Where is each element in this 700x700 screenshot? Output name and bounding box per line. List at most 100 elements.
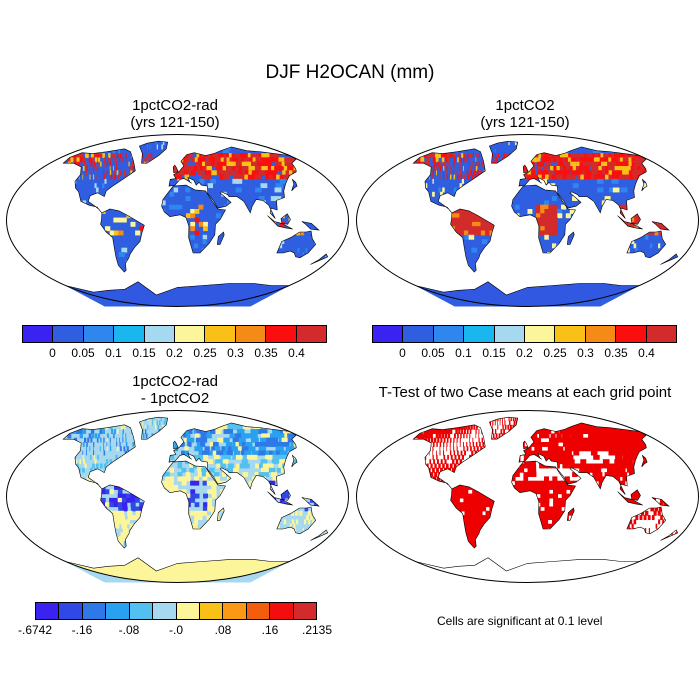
grid-cell — [125, 433, 127, 439]
grid-cell — [455, 213, 460, 219]
grid-cell — [557, 153, 563, 158]
grid-cell — [90, 437, 93, 443]
grid-cell — [194, 230, 200, 236]
grid-cell — [553, 489, 558, 495]
grid-cell — [539, 433, 544, 439]
grid-cell — [489, 502, 495, 508]
grid-cell — [459, 221, 465, 227]
grid-cell — [280, 221, 285, 227]
grid-cell — [212, 157, 218, 163]
grid-cell — [610, 161, 619, 167]
grid-cell — [497, 420, 498, 426]
grid-cell — [611, 433, 620, 439]
grid-cell — [458, 153, 461, 158]
grid-cell — [231, 446, 238, 452]
grid-cell — [196, 153, 202, 158]
grid-cell — [149, 420, 151, 426]
grid-cell — [584, 446, 592, 452]
grid-cell — [433, 459, 435, 465]
grid-cell — [232, 454, 239, 460]
grid-cell — [440, 161, 443, 167]
grid-cell — [426, 157, 430, 163]
grid-cell — [105, 226, 111, 232]
grid-cell — [472, 217, 477, 223]
grid-cell — [544, 209, 550, 214]
grid-cell — [164, 417, 167, 422]
grid-cell — [569, 209, 575, 214]
grid-cell — [225, 454, 231, 460]
grid-cell — [142, 429, 144, 434]
grid-cell — [561, 437, 567, 443]
grid-cell — [663, 502, 668, 508]
grid-cell — [186, 433, 191, 439]
grid-cell — [277, 523, 280, 529]
grid-cell — [467, 497, 473, 503]
grid-cell — [76, 153, 81, 158]
grid-cell — [514, 204, 520, 210]
grid-cell — [106, 442, 108, 447]
grid-cell — [580, 459, 587, 465]
grid-cell — [540, 213, 546, 219]
grid-cell — [584, 170, 592, 176]
grid-cell — [261, 153, 271, 158]
grid-cell — [82, 454, 84, 460]
grid-cell — [574, 170, 581, 176]
grid-cell — [658, 243, 661, 249]
grid-cell — [624, 463, 632, 469]
grid-cell — [232, 178, 239, 184]
grid-cell — [556, 480, 562, 486]
grid-cell — [437, 437, 440, 443]
grid-cell — [633, 213, 640, 219]
grid-cell — [219, 459, 225, 465]
grid-cell — [198, 450, 204, 456]
grid-cell — [91, 433, 95, 439]
grid-cell — [592, 148, 602, 154]
grid-cell — [548, 213, 554, 219]
grid-cell — [202, 510, 208, 516]
grid-cell — [671, 532, 673, 538]
grid-cell — [478, 153, 480, 158]
grid-cell — [459, 170, 462, 176]
grid-cell — [570, 437, 577, 443]
grid-cell — [109, 161, 111, 167]
grid-cell — [446, 166, 448, 171]
grid-cell — [459, 442, 461, 447]
grid-cell — [190, 510, 195, 516]
grid-cell — [569, 459, 575, 465]
grid-cell — [271, 459, 279, 465]
grid-cell — [130, 497, 136, 503]
map-border — [6, 134, 349, 307]
grid-cell — [87, 417, 94, 422]
grid-cell — [194, 515, 199, 520]
grid-cell — [454, 433, 456, 439]
grid-cell — [639, 515, 643, 520]
grid-cell — [99, 153, 103, 158]
grid-cell — [463, 497, 469, 503]
grid-cell — [561, 489, 567, 495]
grid-cell — [89, 446, 91, 452]
grid-cell — [103, 450, 106, 456]
grid-cell — [471, 174, 474, 180]
grid-cell — [113, 166, 114, 171]
grid-cell — [78, 174, 80, 180]
grid-cell — [531, 174, 536, 180]
grid-cell — [117, 502, 123, 508]
grid-cell — [484, 226, 490, 232]
grid-cell — [622, 476, 629, 482]
grid-cell — [197, 170, 203, 176]
grid-cell — [478, 519, 484, 525]
grid-cell — [544, 204, 550, 210]
grid-cell — [540, 209, 546, 214]
grid-cell — [225, 467, 231, 473]
grid-cell — [122, 506, 128, 512]
grid-cell — [195, 161, 201, 167]
grid-cell — [215, 157, 221, 163]
grid-cell — [663, 226, 668, 232]
grid-cell — [470, 532, 477, 538]
grid-cell — [627, 523, 630, 529]
grid-cell — [466, 532, 473, 538]
grid-cell — [554, 153, 560, 158]
grid-cell — [614, 459, 622, 465]
grid-cell — [129, 166, 131, 171]
grid-cell — [485, 230, 491, 236]
